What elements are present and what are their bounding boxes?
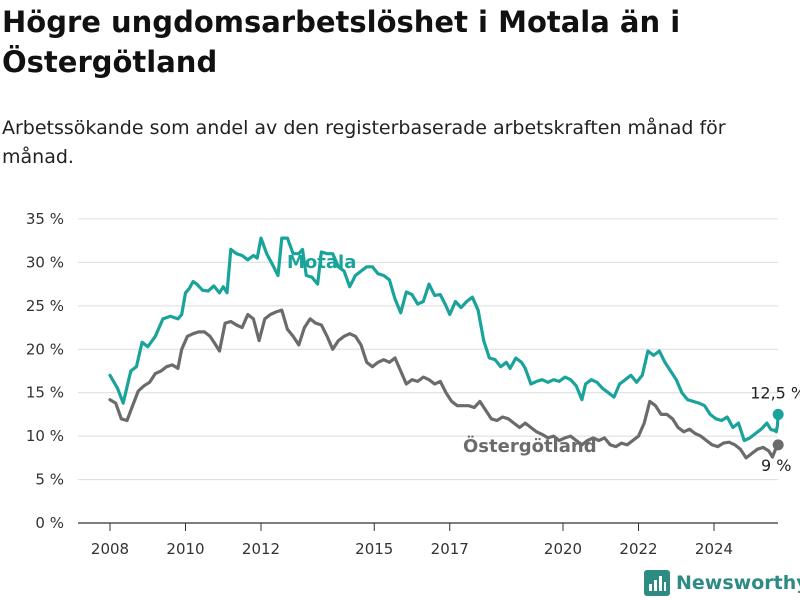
y-tick-label: 25 % [26,297,64,315]
brand-name: Newsworthy [676,572,800,594]
motala-line-end-marker [772,408,784,420]
y-axis-tick-labels: 0 % 5 % 10 % 15 % 20 % 25 % 30 % 35 % [26,210,64,532]
gridlines [78,218,778,524]
y-tick-label: 20 % [26,340,64,358]
chart-subtitle: Arbetssökande som andel av den registerb… [2,117,726,168]
series-label-ostergotland: Östergötland [463,435,597,457]
series-labels: Motala Östergötland 12,5 % 9 % [287,252,800,475]
x-tick-label: 2020 [544,540,582,558]
ostergotland-line-end-marker [772,439,784,451]
y-tick-label: 0 % [35,514,64,532]
x-tick-label: 2008 [91,540,129,558]
motala-line [108,236,780,443]
y-tick-label: 5 % [35,471,64,489]
brand-logo: Newsworthy [644,568,800,598]
y-tick-label: 10 % [26,427,64,445]
x-tick-label: 2015 [355,540,393,558]
newsworthy-logo-icon [644,570,670,596]
y-tick-label: 30 % [26,253,64,271]
y-tick-label: 15 % [26,384,64,402]
chart-title: Högre ungdomsarbetslöshet i Motala än i … [2,5,681,79]
ostergotland-line [108,308,780,460]
x-tick-label: 2024 [695,540,733,558]
line-chart: 0 %5 %10 %15 %20 %25 %30 %35 % 2008 2010 2… [26,210,800,558]
x-tick-label: 2012 [242,540,280,558]
x-tick-label: 2017 [431,540,469,558]
x-tick-label: 2022 [619,540,657,558]
y-tick-label: 35 % [26,210,64,228]
end-label-ostergotland: 9 % [761,456,791,475]
series-label-motala: Motala [287,252,356,273]
x-tick-label: 2010 [166,540,204,558]
series-lines [108,236,784,460]
x-axis: 2008 2010 2012 2015 2017 2020 2022 2024 [91,523,733,558]
end-label-motala: 12,5 % [750,383,800,402]
